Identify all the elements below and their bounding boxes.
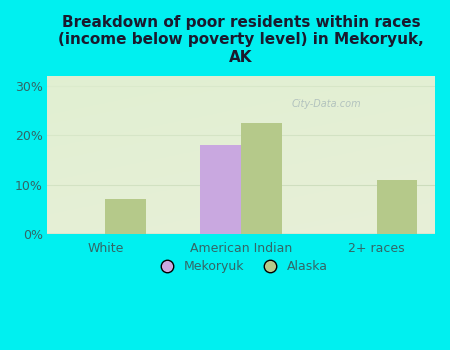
Title: Breakdown of poor residents within races
(income below poverty level) in Mekoryu: Breakdown of poor residents within races… — [58, 15, 424, 65]
Bar — [241, 123, 282, 234]
Bar — [377, 180, 417, 234]
Legend: Mekoryuk, Alaska: Mekoryuk, Alaska — [149, 256, 333, 278]
Text: City-Data.com: City-Data.com — [292, 99, 361, 109]
Bar — [105, 199, 146, 234]
Bar — [200, 145, 241, 234]
